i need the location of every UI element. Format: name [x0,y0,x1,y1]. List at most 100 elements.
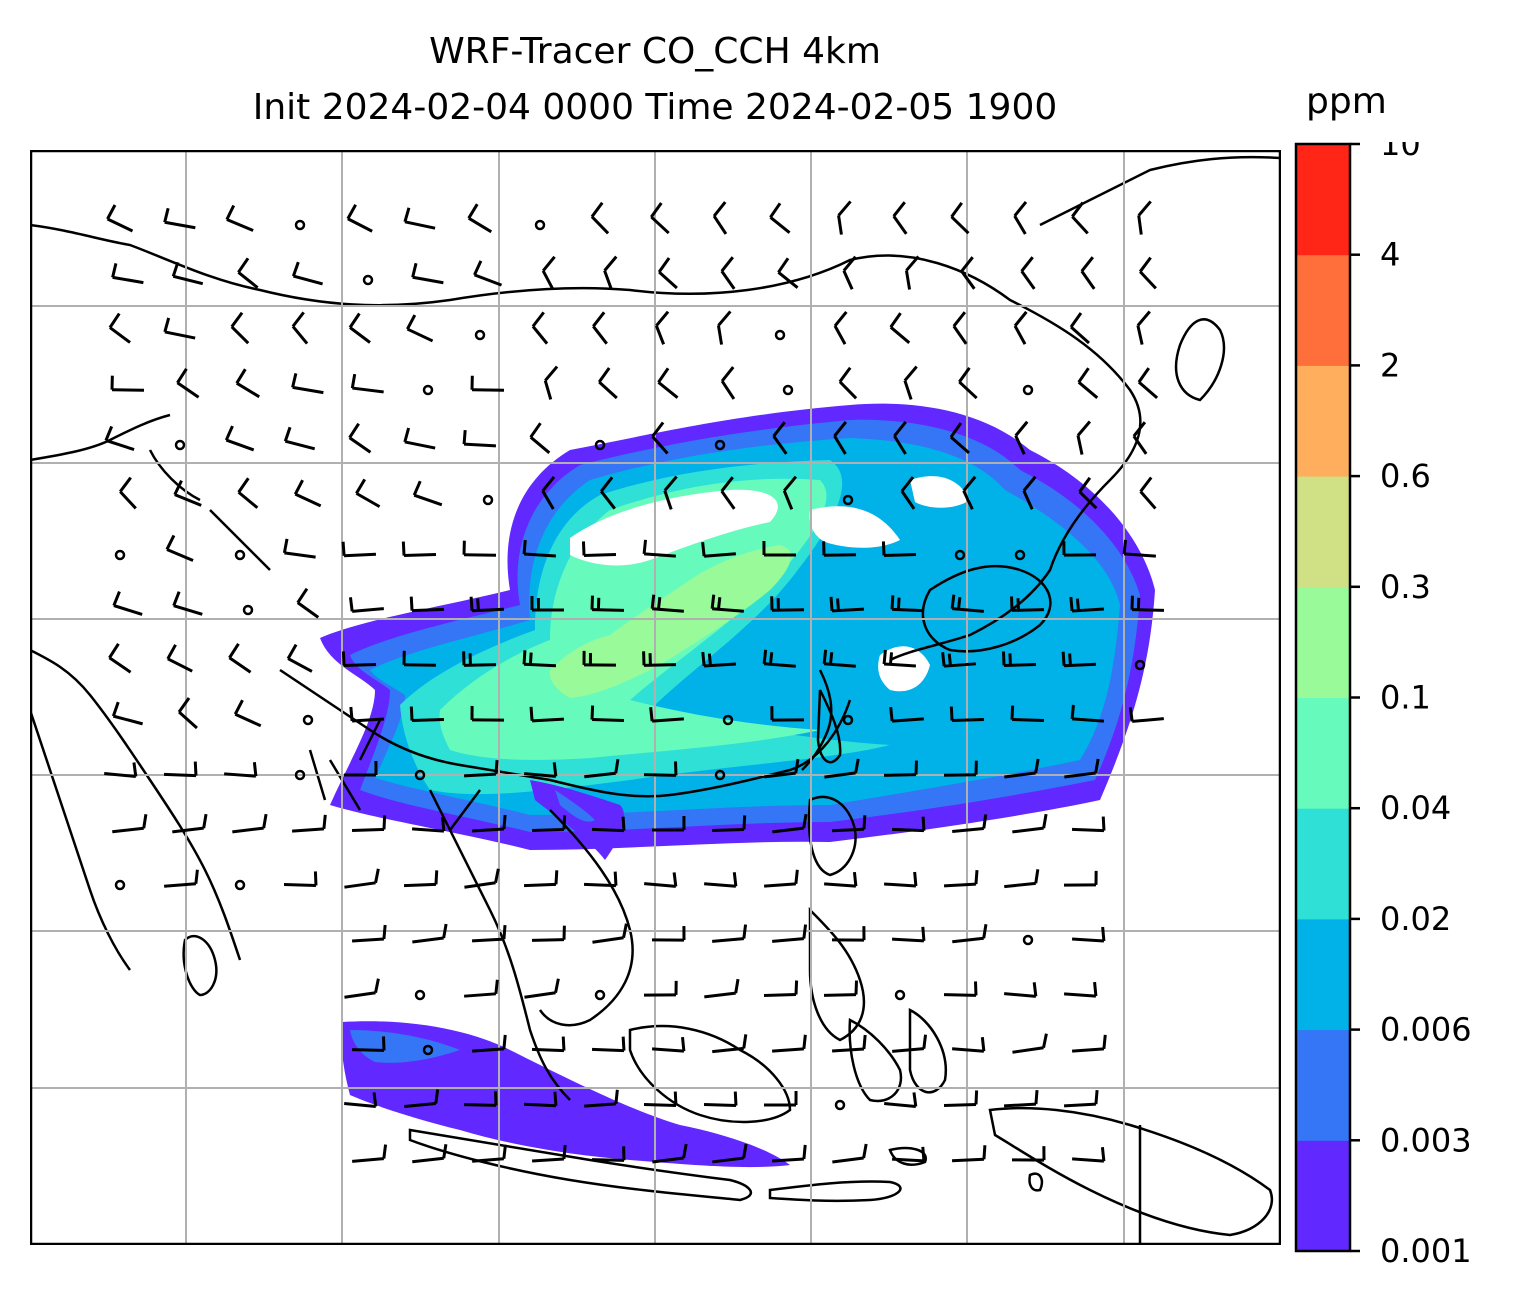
wind-barb [230,311,250,345]
wind-barb [163,317,196,340]
wind-barb [344,1092,378,1108]
wind-barb [1012,1033,1048,1054]
calm-wind-marker [954,549,966,561]
wind-barb [831,1034,867,1053]
wind-barb [650,202,670,235]
wind-barb [341,541,377,558]
wind-barb [663,475,678,510]
wind-barb [881,541,917,557]
wind-barb [654,310,670,345]
wind-barb [584,759,620,779]
wind-barb [409,706,445,723]
colorbar-tick-label: 0.3 [1380,568,1431,606]
wind-barb [112,590,143,616]
wind-barb [950,594,984,613]
wind-barb [1069,596,1105,613]
wind-barb [1004,869,1040,889]
wind-barb [764,758,800,779]
wind-barb [403,870,439,888]
wind-barb [892,201,908,235]
calm-wind-marker [294,219,306,231]
wind-barb [703,1091,738,1108]
wind-barb [710,594,744,613]
calm-wind-marker [842,494,854,506]
wind-barb [833,421,848,455]
wind-barb [762,649,796,668]
wind-barb [173,479,202,507]
wind-barb [652,1143,688,1164]
wind-barb [291,311,309,345]
wind-barb [893,421,907,455]
wind-barb [470,375,505,392]
wind-barb [1138,256,1157,290]
wind-barb [351,924,387,943]
figure-title-line2: Init 2024-02-04 0000 Time 2024-02-05 190… [252,87,1058,128]
wind-barb [1001,651,1037,667]
calm-wind-marker [482,494,494,506]
wind-barb [950,201,970,235]
wind-barb [657,257,678,290]
wind-barb [952,923,988,944]
calm-wind-marker [714,769,726,781]
wind-barb [1004,758,1040,779]
wind-barb [1072,1147,1106,1163]
wind-barb [237,257,259,289]
calm-wind-marker [1134,659,1146,671]
wind-barb [882,649,917,668]
wind-barb [943,870,979,888]
wind-barb [471,925,507,943]
wind-barb [1063,1089,1099,1108]
wind-barb [651,421,669,455]
wind-barb [943,1090,979,1108]
wind-barb [943,760,978,777]
calm-wind-marker [174,439,186,451]
wind-barb [1072,1034,1107,1053]
wind-barb [412,816,446,833]
colorbar-block [1296,1140,1350,1252]
colorbar-block [1296,808,1350,920]
wind-barb [1076,420,1092,455]
wind-barb [1064,758,1100,779]
wind-barb [1139,476,1157,510]
wind-barb [770,596,805,612]
wind-barb [409,596,445,613]
wind-barb [583,871,618,888]
wind-barb [472,1144,507,1163]
wind-barb [1070,704,1105,723]
wind-barb [1010,705,1045,722]
colorbar-block [1296,254,1350,366]
wind-barb [108,642,132,674]
wind-barb [1004,982,1038,998]
wind-barb [941,652,976,668]
wind-barb [1071,201,1089,235]
wind-barb [772,813,808,834]
wind-barb [831,815,867,833]
wind-barb [529,706,565,723]
wind-barb [701,651,737,668]
wind-barb [823,980,859,997]
wind-barb [712,1034,748,1054]
wind-barb [701,542,736,558]
wind-barb [952,814,988,834]
wind-barb [470,705,505,722]
colorbar-tick-label: 0.02 [1380,900,1451,938]
wind-barb [712,1143,748,1164]
wind-barb [838,366,858,400]
wind-barb [176,367,200,399]
wind-barb [603,255,618,290]
wind-barbs [104,200,1165,1164]
calm-wind-marker [834,1099,846,1111]
colorbar-tick-label: 0.001 [1380,1232,1472,1270]
wind-barb [110,375,145,392]
colorbar-tick-label: 10 [1380,142,1421,163]
wind-barb [172,591,203,616]
wind-barb [590,705,625,722]
wind-barb [1071,816,1106,833]
calm-wind-marker [782,384,794,396]
wind-barb [412,923,448,944]
calm-wind-marker [114,879,126,891]
wind-barb [1137,367,1159,400]
wind-barb [541,255,556,290]
colorbar-frame [1294,142,1352,1253]
calm-wind-marker [242,604,254,616]
